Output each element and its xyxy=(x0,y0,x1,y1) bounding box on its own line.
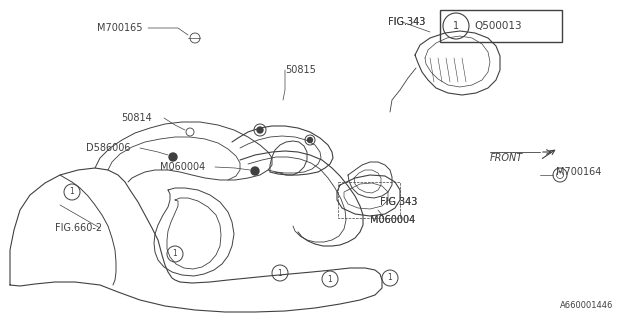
Bar xyxy=(440,10,562,42)
Text: M060004: M060004 xyxy=(370,215,415,225)
Text: 1: 1 xyxy=(70,188,74,196)
Text: M700164: M700164 xyxy=(556,167,602,177)
Text: A660001446: A660001446 xyxy=(560,301,613,310)
Circle shape xyxy=(382,270,398,286)
Text: 50815: 50815 xyxy=(285,65,316,75)
Circle shape xyxy=(272,265,288,281)
Text: 1: 1 xyxy=(388,274,392,283)
Circle shape xyxy=(251,167,259,175)
Text: 50814: 50814 xyxy=(121,113,152,123)
Text: D586006: D586006 xyxy=(86,143,130,153)
Text: FIG.343: FIG.343 xyxy=(380,197,417,207)
Text: Q500013: Q500013 xyxy=(474,21,522,31)
Circle shape xyxy=(257,127,263,133)
Circle shape xyxy=(169,153,177,161)
Circle shape xyxy=(443,13,469,39)
Text: FIG.343: FIG.343 xyxy=(388,17,426,27)
Circle shape xyxy=(307,138,312,142)
Circle shape xyxy=(167,246,183,262)
Text: 1: 1 xyxy=(328,275,332,284)
Text: M700165: M700165 xyxy=(97,23,142,33)
Text: 1: 1 xyxy=(173,250,177,259)
Text: 1: 1 xyxy=(453,21,459,31)
Text: M060004: M060004 xyxy=(370,215,415,225)
Text: M060004: M060004 xyxy=(160,162,205,172)
Text: FIG.343: FIG.343 xyxy=(388,17,426,27)
Circle shape xyxy=(322,271,338,287)
Text: FIG.660-2: FIG.660-2 xyxy=(55,223,102,233)
Text: 1: 1 xyxy=(278,268,282,277)
Text: FRONT: FRONT xyxy=(490,153,524,163)
Text: FIG.343: FIG.343 xyxy=(380,197,417,207)
Circle shape xyxy=(64,184,80,200)
